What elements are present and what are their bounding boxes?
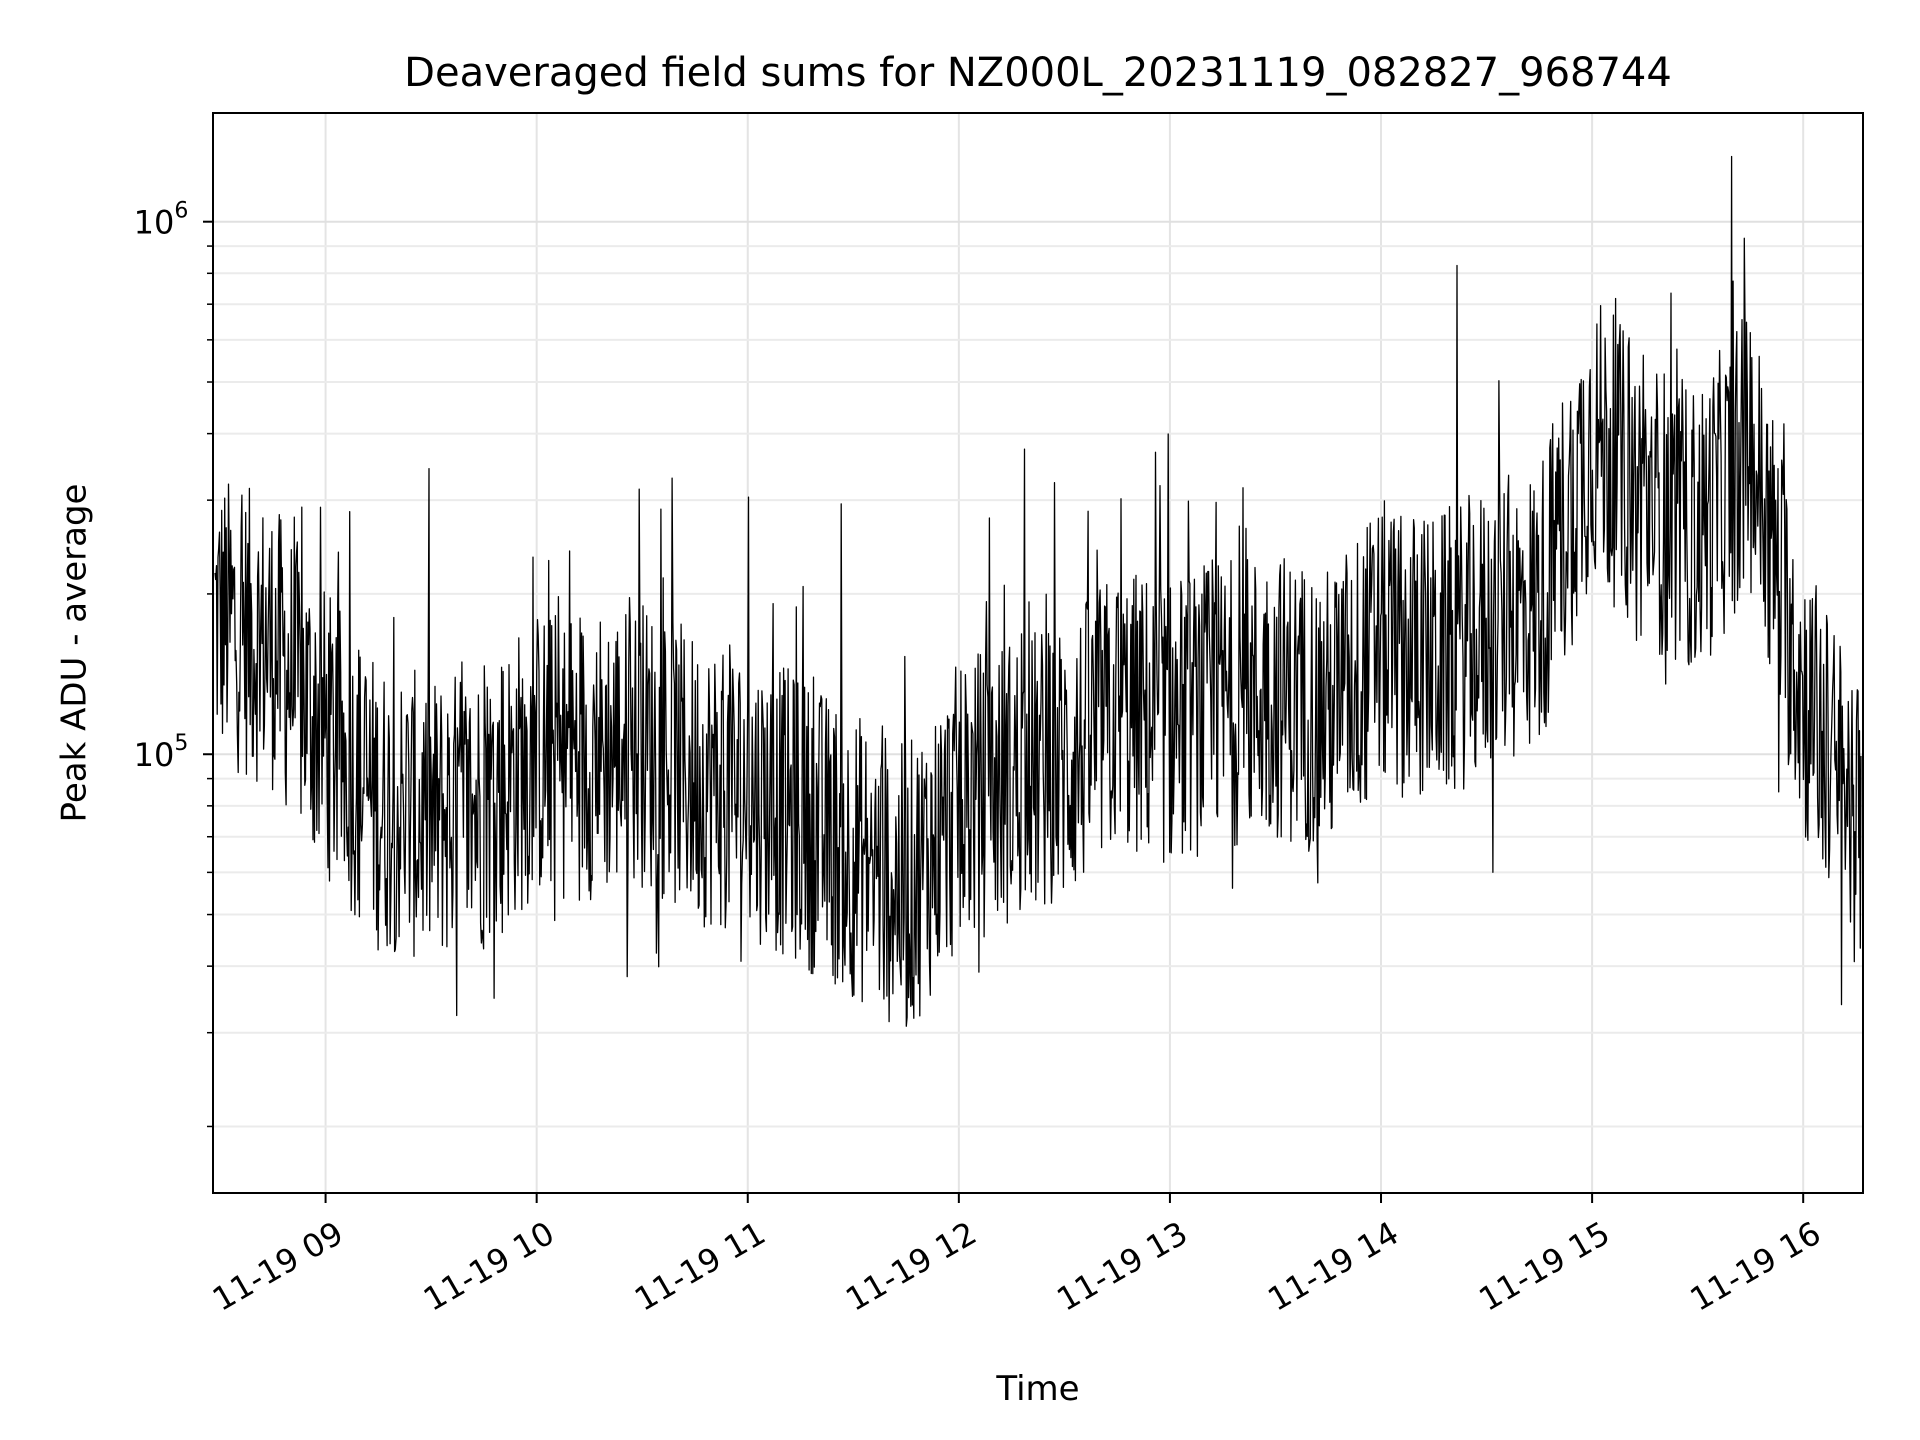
y-axis-label: Peak ADU - average [55,484,95,823]
y-tick-exponent: 6 [174,199,188,224]
y-tick-base: 10 [134,204,175,242]
series-group [214,155,1862,1027]
y-tick-base: 10 [134,736,175,774]
y-tick-label: 106 [134,199,189,242]
chart-title: Deaveraged field sums for NZ000L_2023111… [404,50,1672,96]
y-tick-exponent: 5 [174,731,188,756]
plot-frame [212,112,1864,1194]
y-tick-label: 105 [134,731,189,774]
series-line [214,155,1862,1027]
x-axis-label: Time [995,1369,1079,1409]
